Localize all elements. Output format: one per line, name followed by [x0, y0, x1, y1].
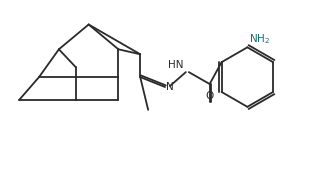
Text: NH$_2$: NH$_2$: [249, 33, 270, 46]
Text: HN: HN: [169, 60, 184, 70]
Text: O: O: [206, 91, 214, 101]
Text: N: N: [166, 82, 174, 92]
